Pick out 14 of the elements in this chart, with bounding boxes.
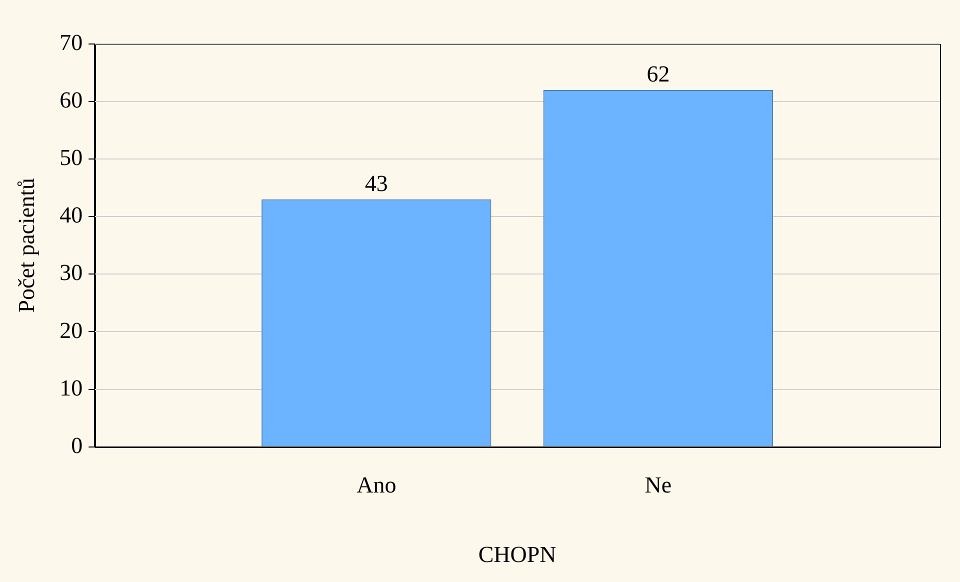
x-axis-title: CHOPN [478, 542, 557, 568]
y-tick-label: 60 [60, 88, 83, 113]
x-tick-label: Ne [644, 472, 672, 498]
y-tick-label: 0 [71, 432, 83, 458]
y-axis-title: Počet pacientů [14, 178, 39, 313]
y-tick-label: 50 [60, 145, 83, 170]
y-tick-label: 20 [60, 318, 83, 343]
y-tick-label: 70 [60, 30, 83, 56]
y-tick-label: 10 [60, 375, 83, 400]
data-label: 43 [364, 170, 388, 196]
y-tick-label: 40 [60, 202, 83, 228]
data-label: 62 [646, 62, 670, 87]
x-tick-label: Ano [356, 472, 396, 498]
y-tick-label: 30 [60, 260, 83, 286]
